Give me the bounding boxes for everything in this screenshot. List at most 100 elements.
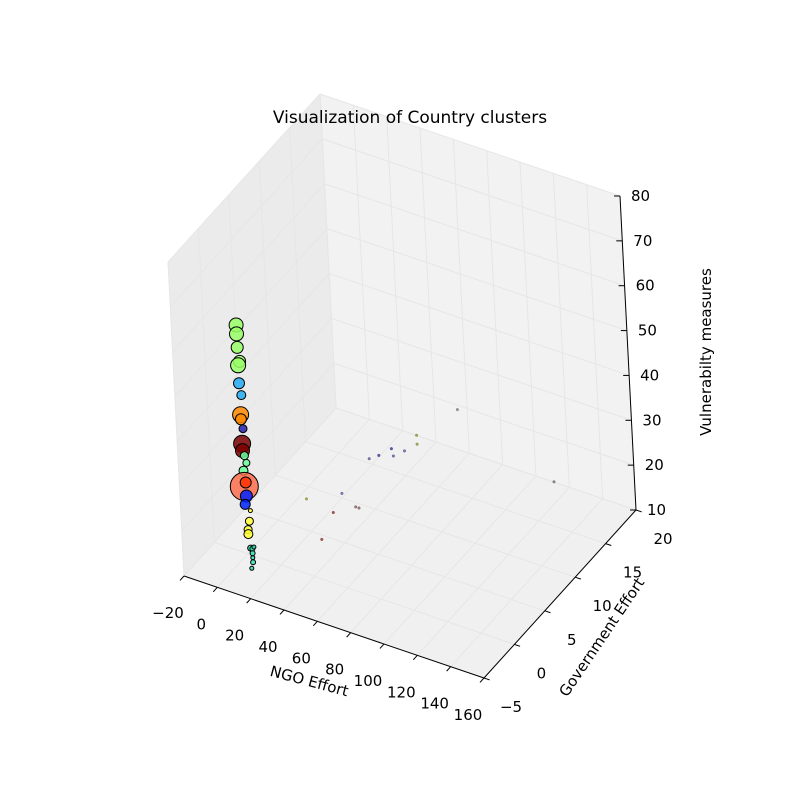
y-axis-line [483,509,637,679]
data-point [239,498,251,510]
grid-y-left [289,127,307,442]
y-tick-label: 5 [567,631,577,649]
x-tick-label: 160 [454,706,483,724]
x-tick-label: 100 [354,672,383,690]
data-point [238,424,248,434]
grid-y-floor [244,508,545,612]
data-point [249,550,256,557]
grid-x-floor [416,486,570,656]
data-point [367,457,371,461]
x-tick-mark [179,575,185,581]
grid-y-floor [275,474,576,578]
z-tick-label: 20 [645,456,664,474]
data-point [234,413,247,426]
x-axis-line [183,575,485,679]
grid-x-back [419,127,437,443]
data-point [244,516,254,526]
grid-z-back [335,407,637,511]
data-point [331,510,335,515]
grid-x-back [386,116,404,431]
data-point [251,544,257,550]
grid-y-left [258,161,276,476]
data-point [415,433,419,437]
x-tick-mark [412,654,418,661]
z-tick-label: 70 [633,232,652,250]
grid-y-left [197,228,215,543]
grid-z-left [179,317,332,487]
data-point [455,408,459,412]
x-tick-label: 0 [197,615,207,633]
grid-x-floor [250,430,404,600]
data-point [230,357,247,374]
data-point [552,480,556,484]
grid-x-back [352,105,370,420]
x-tick-mark [379,643,385,649]
grid-z-left [181,362,335,532]
data-point [391,454,395,458]
data-point [402,449,407,453]
chart-points [228,317,556,571]
x-tick-label: 80 [325,661,344,679]
x-tick-label: 140 [420,695,449,713]
x-tick-mark [479,677,485,683]
z-axis-label: Vulnerabilty measures [697,268,715,436]
y-tick-mark [544,610,551,614]
grid-x-floor [316,452,470,622]
x-tick-mark [446,666,452,672]
z-tick-label: 60 [636,277,655,295]
y-tick-label: 20 [653,530,672,548]
grid-z-left [169,138,323,308]
grid-z-back [319,93,621,197]
grid-x-back [552,173,570,488]
data-point [389,447,393,451]
grid-z-left [174,228,328,397]
grid-y-left [167,261,185,577]
data-point [247,508,253,514]
data-point [233,377,245,390]
data-point [415,442,419,446]
floor-pane [184,408,636,678]
x-tick-label: −20 [152,604,184,622]
y-tick-label: −5 [500,698,522,716]
data-point [250,555,256,561]
grid-z-back [326,228,628,332]
chart-title: Visualization of Country clusters [273,108,547,128]
x-tick-label: 20 [225,627,244,645]
z-tick-label: 40 [640,366,659,384]
grid-z-back [328,272,630,376]
z-tick-label: 10 [647,501,666,519]
grid-x-floor [450,498,604,668]
grid-z-back [322,138,623,242]
grid-x-floor [283,441,437,611]
data-point [250,559,257,566]
y-tick-label: 0 [537,664,547,682]
y-tick-mark [483,677,490,681]
grid-y-left [319,93,337,409]
x-tick-mark [312,620,318,627]
grid-y-floor [305,441,606,545]
grid-z-back [331,317,632,421]
y-tick-mark [605,543,612,547]
data-point [239,451,249,461]
data-point [242,458,251,467]
grid-x-back [519,161,537,477]
x-tick-label: 40 [258,638,277,656]
z-axis-line [619,195,637,511]
z-tick-label: 30 [642,411,661,429]
z-tick-label: 50 [638,322,657,340]
data-point [320,537,324,541]
y-tick-mark [635,509,642,513]
back-pane [320,94,636,510]
data-point [357,506,361,510]
grid-x-back [586,184,604,499]
grid-x-floor [350,464,504,634]
data-point [229,326,244,342]
x-tick-mark [346,632,352,638]
data-point [304,497,309,501]
x-tick-label: 60 [292,649,311,667]
data-point [243,529,254,540]
chart-axes [183,195,637,679]
